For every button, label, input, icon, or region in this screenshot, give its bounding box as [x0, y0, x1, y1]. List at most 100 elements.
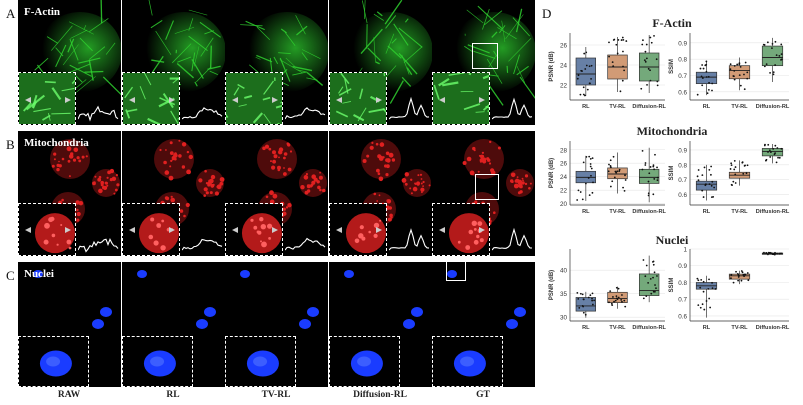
- data-point: [767, 151, 769, 153]
- data-point: [581, 293, 584, 296]
- zoom-inset: [432, 203, 490, 256]
- data-point: [767, 143, 770, 146]
- data-point: [582, 161, 585, 164]
- data-point: [772, 73, 775, 76]
- data-point: [592, 181, 594, 184]
- column-label-gt: GT: [476, 390, 490, 400]
- data-point: [642, 39, 644, 42]
- data-point: [615, 43, 618, 46]
- intensity-profile: [181, 238, 222, 251]
- data-point: [585, 51, 588, 54]
- y-axis-label: SSIM: [669, 166, 675, 181]
- data-point: [710, 184, 713, 187]
- data-point: [699, 67, 702, 70]
- data-point: [587, 296, 590, 299]
- data-point: [590, 64, 593, 67]
- y-tick-label: 24: [560, 63, 568, 70]
- data-point: [614, 299, 617, 302]
- data-point: [591, 157, 594, 160]
- data-point: [746, 71, 749, 74]
- data-point: [702, 290, 705, 293]
- data-point: [615, 295, 618, 298]
- data-point: [623, 69, 626, 72]
- data-point: [589, 165, 592, 168]
- data-point: [742, 172, 745, 175]
- data-point: [765, 252, 768, 254]
- data-point: [700, 279, 703, 281]
- data-point: [731, 184, 733, 186]
- data-point: [734, 166, 737, 168]
- data-point: [590, 77, 592, 80]
- x-tick-label: Diffusion-RL: [756, 209, 790, 215]
- data-point: [590, 174, 592, 177]
- data-point: [743, 275, 745, 278]
- roi-box: [446, 262, 466, 281]
- data-point: [590, 167, 593, 170]
- y-tick-label: 0.7: [678, 73, 687, 80]
- intensity-profile: [78, 238, 119, 253]
- x-tick-label: TV-RL: [609, 104, 626, 110]
- data-point: [743, 88, 746, 91]
- data-point: [714, 288, 717, 290]
- data-point: [591, 191, 594, 194]
- data-point: [620, 299, 623, 301]
- data-point: [624, 174, 626, 177]
- image-tile-actin-rl: [121, 0, 225, 125]
- data-point: [576, 77, 579, 80]
- data-point: [648, 172, 651, 175]
- data-point: [711, 281, 713, 284]
- data-point: [696, 175, 699, 178]
- x-tick-label: Diffusion-RL: [756, 325, 790, 331]
- y-axis-label: SSIM: [669, 59, 675, 74]
- image-tile-nuclei-gt: [432, 262, 535, 387]
- data-point: [649, 278, 652, 280]
- data-point: [730, 277, 732, 280]
- data-point: [775, 54, 778, 57]
- data-point: [652, 260, 655, 263]
- data-point: [654, 284, 656, 286]
- data-point: [780, 58, 782, 61]
- data-point: [647, 194, 650, 197]
- data-point: [704, 184, 707, 187]
- data-point: [640, 87, 643, 90]
- data-point: [768, 149, 771, 152]
- data-point: [647, 180, 650, 183]
- row-title-mito: Mitochondria: [24, 137, 89, 149]
- data-point: [780, 147, 783, 150]
- boxplot-panel: 22 24 26 PSNR (dB) RL TV-RL Diffusion-RL 0.6 0.7…: [549, 33, 790, 332]
- data-point: [733, 69, 736, 72]
- data-point: [649, 79, 652, 82]
- data-point: [582, 93, 585, 96]
- data-point: [652, 263, 655, 266]
- zoom-inset: [432, 336, 503, 387]
- y-tick-label: 0.8: [678, 57, 687, 64]
- chart-title-mito: Mitochondria: [636, 124, 708, 138]
- boxplot-5: 0.6 0.7 0.8 0.9 1 SSIM RL TV-RL Diffusion-RL: [669, 247, 790, 332]
- box-rl: [695, 71, 718, 85]
- chart-title-actin: F-Actin: [652, 16, 692, 30]
- data-point: [734, 182, 737, 184]
- box-diffusion-rl: [761, 45, 784, 67]
- data-point: [579, 93, 582, 96]
- data-point: [730, 273, 733, 276]
- data-point: [582, 86, 585, 89]
- y-tick-label: 0.6: [678, 192, 687, 199]
- data-point: [737, 276, 740, 278]
- x-tick-label: TV-RL: [731, 325, 748, 331]
- data-point: [746, 77, 749, 80]
- data-point: [611, 304, 614, 307]
- roi-box: [472, 43, 498, 69]
- zoom-inset: [18, 203, 76, 256]
- data-point: [730, 162, 733, 165]
- data-point: [652, 164, 655, 167]
- intensity-profile: [181, 107, 222, 120]
- data-point: [701, 189, 704, 192]
- box-tv-rl: [728, 273, 751, 280]
- data-point: [647, 192, 650, 195]
- data-point: [655, 287, 657, 290]
- data-point: [776, 252, 778, 255]
- boxplot-0: 22 24 26 PSNR (dB) RL TV-RL Diffusion-RL: [549, 33, 667, 110]
- data-point: [705, 76, 708, 78]
- data-point: [593, 299, 596, 302]
- zoom-inset: [121, 203, 180, 256]
